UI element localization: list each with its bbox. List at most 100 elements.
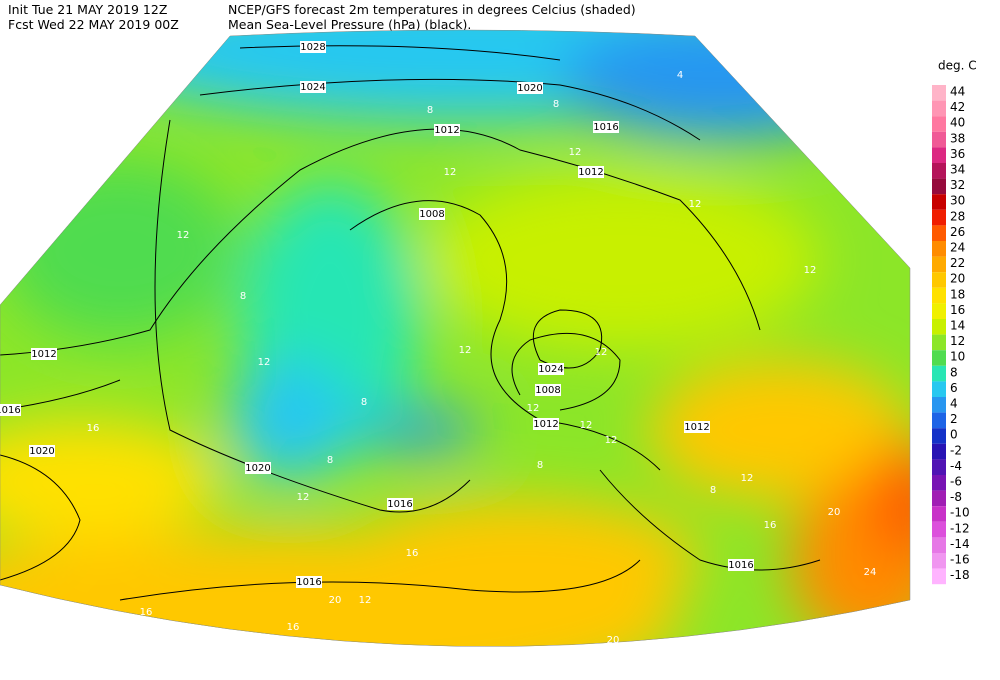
- temperature-label: 16: [87, 423, 100, 434]
- legend-swatch: [932, 459, 946, 475]
- legend-swatch: [932, 178, 946, 195]
- legend-swatch: [932, 225, 946, 241]
- temperature-label: 8: [240, 291, 246, 302]
- legend-label: -2: [950, 443, 962, 457]
- temperature-label: 12: [595, 347, 608, 358]
- map-area: [0, 30, 910, 647]
- legend-swatch: [932, 319, 946, 335]
- temperature-label: 8: [537, 460, 543, 471]
- legend-label: -12: [950, 521, 970, 535]
- temperature-label: 16: [287, 622, 300, 633]
- legend-swatch: [932, 147, 946, 163]
- legend-label: 32: [950, 178, 965, 192]
- temperature-label: 12: [297, 492, 310, 503]
- legend-swatch: [932, 116, 946, 132]
- legend-swatch: [932, 381, 946, 397]
- legend-label: 18: [950, 287, 965, 301]
- legend-swatch: [932, 506, 946, 522]
- legend-label: 30: [950, 194, 965, 208]
- isobar-label-bg: [684, 421, 710, 433]
- legend-swatch: [932, 131, 946, 148]
- legend-label: 42: [950, 100, 965, 114]
- legend-swatch: [932, 537, 946, 553]
- temperature-label: 12: [459, 345, 472, 356]
- temperature-label: 12: [177, 230, 190, 241]
- legend-label: 6: [950, 381, 958, 395]
- isobar-label-bg: [434, 124, 460, 136]
- legend-label: -10: [950, 506, 970, 520]
- temperature-label: 24: [864, 567, 877, 578]
- isobar-label: 1016: [728, 560, 753, 571]
- isobar-label-bg: [728, 559, 754, 571]
- isobar-label-bg: [245, 462, 271, 474]
- temperature-label: 16: [140, 607, 153, 618]
- legend-swatch: [932, 428, 946, 444]
- temperature-label: 20: [329, 595, 342, 606]
- isobar-label-bg: [517, 82, 543, 94]
- legend: deg. C 444240383634323028262422201816141…: [932, 59, 977, 585]
- legend-label: 8: [950, 365, 958, 379]
- isobar-label-bg: [419, 208, 445, 220]
- legend-swatch: [932, 521, 946, 538]
- isobar-label-bg: [578, 166, 604, 178]
- isobar-label: 1024: [300, 82, 325, 93]
- legend-label: 40: [950, 116, 965, 130]
- temperature-label: 16: [406, 548, 419, 559]
- legend-swatch: [932, 85, 946, 101]
- temperature-label: 12: [804, 265, 817, 276]
- isobar-label: 1016: [593, 122, 618, 133]
- isobar-label-bg: [29, 445, 55, 457]
- legend-label: 26: [950, 225, 965, 239]
- temperature-label: 8: [710, 485, 716, 496]
- isobar-label: 1024: [538, 364, 563, 375]
- temperature-label: 12: [444, 167, 457, 178]
- legend-swatch: [932, 350, 946, 366]
- legend-swatch: [932, 443, 946, 460]
- legend-swatch: [932, 287, 946, 304]
- isobar-label-bg: [300, 81, 326, 93]
- isobar-label-bg: [0, 404, 21, 416]
- legend-label: -6: [950, 475, 962, 489]
- isobar-label: 1012: [31, 349, 56, 360]
- isobar-label: 1008: [535, 385, 560, 396]
- temperature-label: 8: [327, 455, 333, 466]
- temperature-label: 20: [607, 635, 620, 646]
- isobar-label-bg: [387, 498, 413, 510]
- legend-label: 16: [950, 303, 965, 317]
- legend-label: 10: [950, 350, 965, 364]
- legend-label: 24: [950, 241, 965, 255]
- temperature-label: 12: [569, 147, 582, 158]
- temperature-label: 8: [361, 397, 367, 408]
- legend-swatch: [932, 475, 946, 491]
- legend-label: -14: [950, 537, 970, 551]
- legend-label: 20: [950, 272, 965, 286]
- legend-label: 22: [950, 256, 965, 270]
- legend-label: 36: [950, 147, 965, 161]
- legend-swatch: [932, 163, 946, 179]
- legend-swatch: [932, 241, 946, 257]
- legend-label: 12: [950, 334, 965, 348]
- legend-swatch: [932, 490, 946, 507]
- legend-swatch: [932, 334, 946, 351]
- legend-label: 0: [950, 428, 958, 442]
- header-init: Init Tue 21 MAY 2019 12Z: [8, 2, 167, 17]
- isobar-label-bg: [538, 363, 564, 375]
- legend-swatch: [932, 272, 946, 288]
- temperature-label: 8: [553, 99, 559, 110]
- header-title: NCEP/GFS forecast 2m temperatures in deg…: [228, 2, 636, 17]
- isobar-label: 1016: [387, 499, 412, 510]
- isobar-label: 1012: [434, 125, 459, 136]
- temperature-label: 12: [741, 473, 754, 484]
- isobar-label-bg: [533, 418, 559, 430]
- legend-label: -16: [950, 553, 970, 567]
- temperature-label: 12: [689, 199, 702, 210]
- isobar-label: 1012: [578, 167, 603, 178]
- isobar-label: 1020: [245, 463, 270, 474]
- isobar-label: 1012: [684, 422, 709, 433]
- isobar-label: 1016: [296, 577, 321, 588]
- legend-swatch: [932, 303, 946, 319]
- legend-label: -18: [950, 568, 970, 582]
- legend-swatch: [932, 194, 946, 210]
